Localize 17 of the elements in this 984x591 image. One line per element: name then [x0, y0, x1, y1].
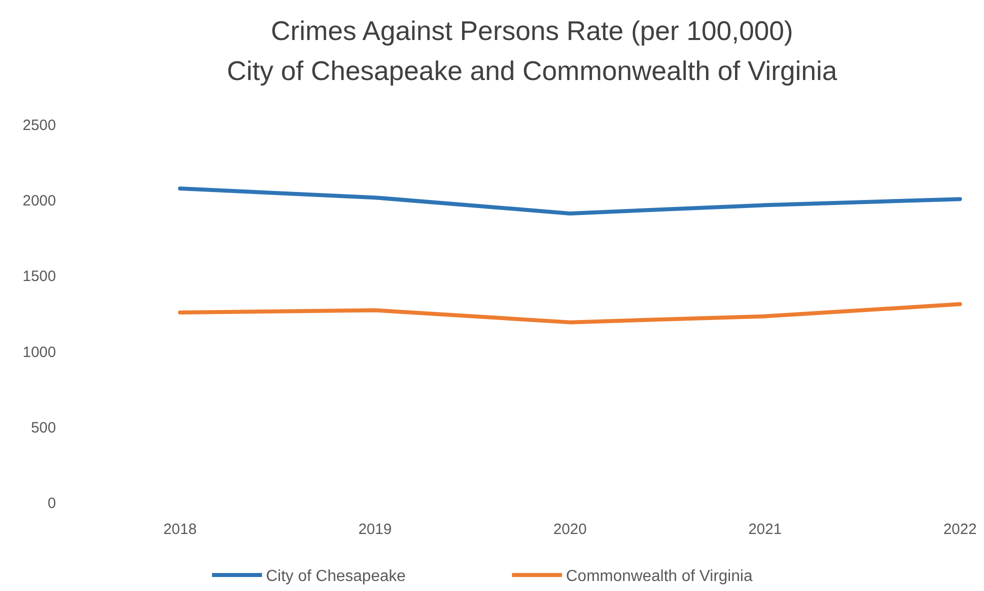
x-tick-label: 2019 [358, 521, 392, 538]
x-tick-label: 2020 [553, 521, 587, 538]
legend-label: City of Chesapeake [266, 568, 406, 585]
y-tick-label: 1500 [22, 268, 56, 286]
x-tick-label: 2021 [748, 521, 782, 538]
chart-title: Crimes Against Persons Rate (per 100,000) [270, 16, 794, 46]
y-tick-label: 0 [48, 495, 56, 512]
line-series [178, 186, 962, 216]
y-tick-label: 1000 [22, 344, 56, 361]
line-series [178, 302, 962, 324]
y-tick-label: 500 [30, 419, 56, 436]
chart-subtitle: City of Chesapeake and Commonwealth of Virginia [226, 56, 838, 86]
y-tick-label: 2500 [22, 117, 56, 134]
legend-label: Commonwealth of Virginia [566, 568, 753, 585]
x-tick-label: 2018 [163, 521, 197, 538]
x-tick-label: 2022 [943, 521, 977, 538]
y-tick-label: 2000 [22, 192, 56, 210]
